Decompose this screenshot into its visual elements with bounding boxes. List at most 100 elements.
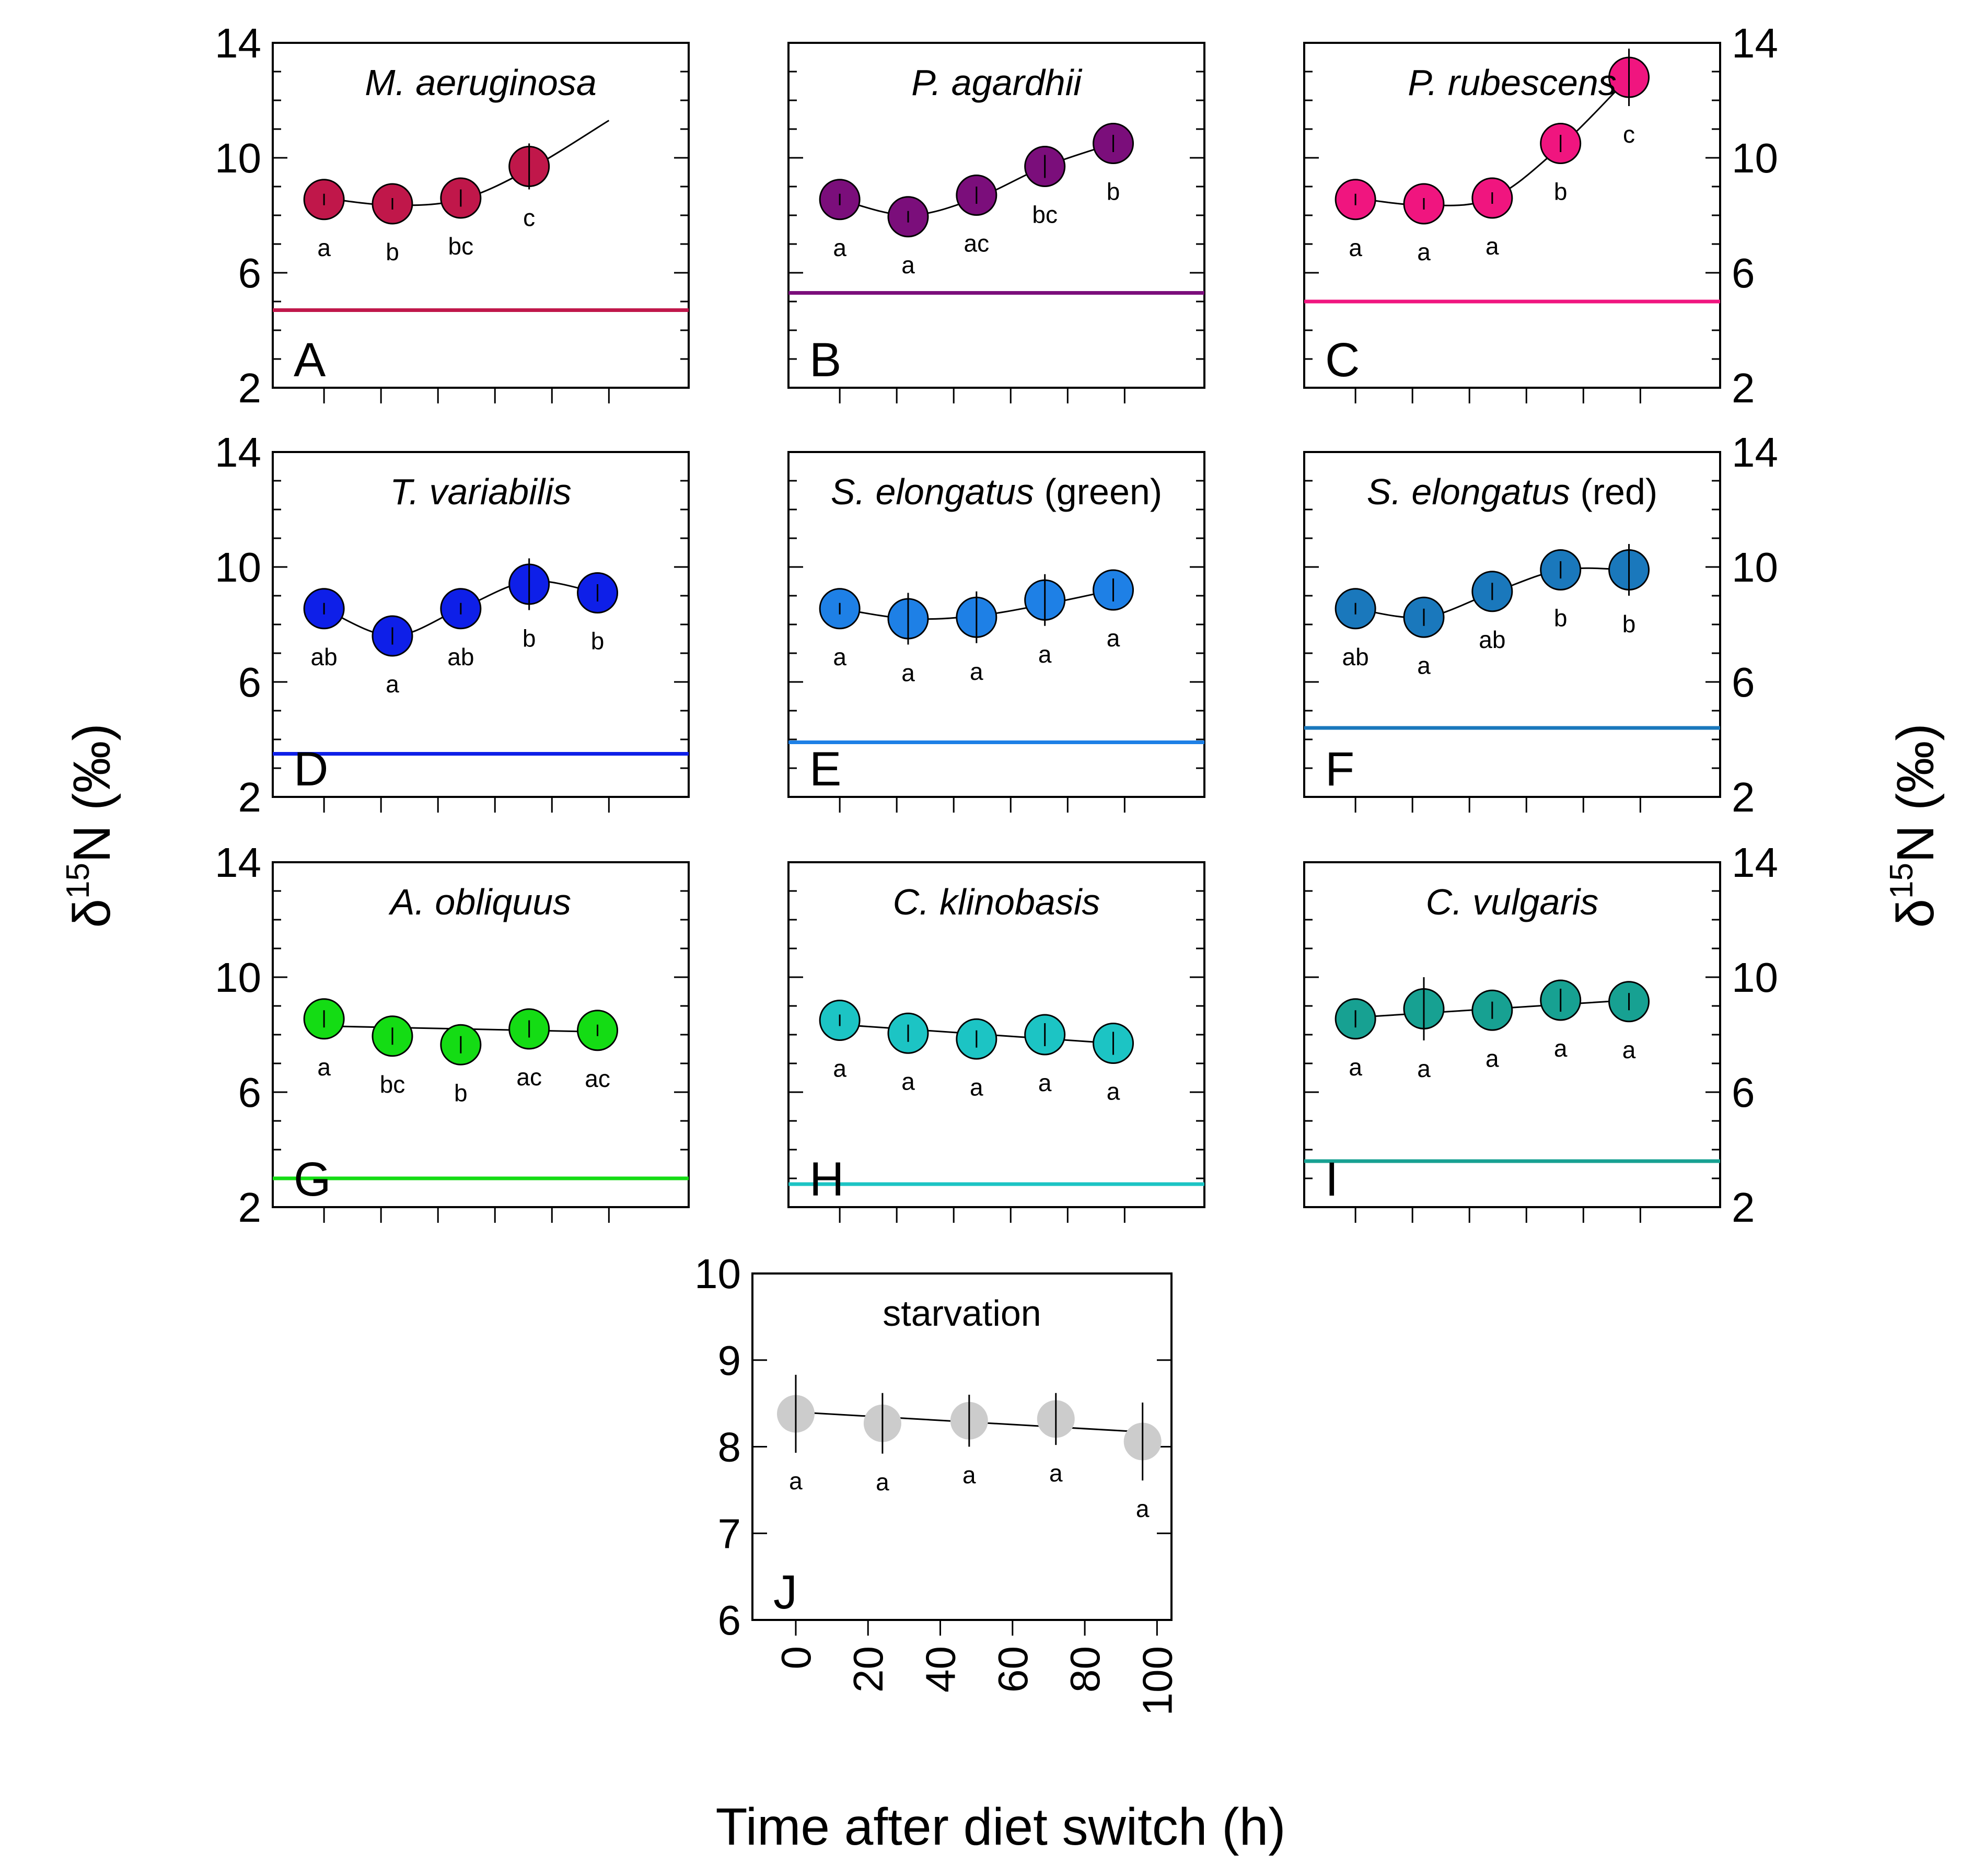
panel-title-species: M. aeruginosa bbox=[365, 62, 597, 103]
panel-I: 2 6 10 14 a a a a a C. vulgaris I bbox=[1303, 839, 1778, 1231]
significance-letter: bc bbox=[448, 233, 474, 260]
panel-title: T. variabilis bbox=[390, 471, 572, 512]
y-tick-label: 10 bbox=[1732, 954, 1778, 1001]
panel-C: 2 6 10 14 a a a b cP. rubescens C bbox=[1303, 20, 1778, 411]
significance-letter: ab bbox=[447, 643, 474, 670]
significance-letter: ac bbox=[964, 230, 990, 257]
y-tick-label: 10 bbox=[215, 135, 261, 181]
y-tick-label: 10 bbox=[694, 1250, 741, 1297]
panel-title-species: T. variabilis bbox=[390, 471, 572, 512]
y-tick-label: 2 bbox=[238, 774, 262, 820]
y-tick-label: 7 bbox=[718, 1510, 741, 1557]
y-tick-label: 10 bbox=[215, 954, 261, 1001]
panel-title: S. elongatus (red) bbox=[1367, 471, 1657, 512]
significance-letter: a bbox=[1049, 1460, 1063, 1487]
panel-title-species: P. rubescens bbox=[1408, 62, 1617, 103]
panel-title: M. aeruginosa bbox=[365, 62, 597, 103]
panel-letter: A bbox=[294, 333, 326, 387]
panel-letter: E bbox=[809, 743, 841, 796]
panel-title: P. agardhii bbox=[911, 62, 1083, 103]
y-axis-label-left: δ15N (‰) bbox=[60, 723, 121, 928]
panel-letter: I bbox=[1325, 1153, 1339, 1206]
y-tick-label: 8 bbox=[718, 1424, 741, 1470]
significance-letter: c bbox=[1623, 121, 1635, 148]
y-tick-label: 14 bbox=[215, 429, 261, 476]
x-tick-label: 0 bbox=[773, 1646, 819, 1670]
significance-letter: b bbox=[591, 628, 605, 655]
y-tick-label: 6 bbox=[1732, 1069, 1755, 1116]
panel-E: a a a a a S. elongatus (green) E bbox=[787, 451, 1205, 813]
panel-title: P. rubescens bbox=[1408, 62, 1617, 103]
x-tick-label: 100 bbox=[1134, 1646, 1180, 1716]
significance-letter: b bbox=[523, 625, 536, 652]
significance-letter: a bbox=[1107, 1078, 1120, 1105]
significance-letter: a bbox=[970, 1073, 983, 1101]
panel-title-species: C. vulgaris bbox=[1426, 882, 1599, 922]
significance-letter: b bbox=[454, 1079, 468, 1106]
y-tick-label: 14 bbox=[215, 839, 261, 886]
y-tick-label: 2 bbox=[1732, 774, 1755, 820]
significance-letter: a bbox=[1107, 624, 1120, 652]
panel-letter: B bbox=[809, 333, 841, 387]
panel-letter: G bbox=[294, 1153, 331, 1206]
significance-letter: a bbox=[1486, 233, 1499, 260]
y-tick-label: 2 bbox=[238, 1184, 262, 1231]
significance-letter: a bbox=[1417, 652, 1431, 679]
panel-title-species: S. elongatus bbox=[831, 471, 1034, 512]
significance-letter: c bbox=[523, 204, 535, 231]
significance-letter: a bbox=[386, 670, 399, 698]
significance-letter: a bbox=[789, 1467, 803, 1495]
y-tick-label: 10 bbox=[215, 544, 261, 590]
significance-letter: a bbox=[962, 1462, 976, 1489]
y-tick-label: 10 bbox=[1732, 544, 1778, 590]
significance-letter: ab bbox=[311, 643, 338, 670]
significance-letter: b bbox=[1622, 610, 1636, 638]
y-tick-label: 6 bbox=[1732, 250, 1755, 296]
x-tick-label: 80 bbox=[1062, 1646, 1108, 1693]
y-tick-label: 14 bbox=[1732, 20, 1778, 66]
y-tick-label: 9 bbox=[718, 1337, 741, 1384]
panel-letter: H bbox=[809, 1153, 844, 1206]
significance-letter: a bbox=[317, 1053, 331, 1081]
significance-letter: a bbox=[1622, 1036, 1636, 1063]
panel-A: 2 6 10 14 a b bc c M. aeruginosa A bbox=[215, 20, 690, 411]
panel-D: 2 6 10 14 ab a ab b b T. variabilis D bbox=[215, 429, 690, 820]
significance-letter: a bbox=[833, 643, 846, 670]
panel-G: 2 6 10 14 a bc b ac ac A. obliquus G bbox=[215, 839, 690, 1231]
significance-letter: a bbox=[1349, 1053, 1362, 1081]
panel-title-species: C. klinobasis bbox=[893, 882, 1100, 922]
panel-title-qualifier: starvation bbox=[883, 1293, 1041, 1334]
y-tick-label: 14 bbox=[215, 20, 261, 66]
y-tick-label: 6 bbox=[238, 659, 262, 705]
significance-letter: a bbox=[901, 659, 915, 687]
significance-letter: ac bbox=[585, 1065, 610, 1092]
y-tick-label: 6 bbox=[238, 1069, 262, 1116]
significance-letter: ab bbox=[1342, 643, 1369, 670]
significance-letter: a bbox=[833, 1055, 846, 1082]
significance-letter: a bbox=[1486, 1045, 1499, 1072]
panel-title-qualifier: (green) bbox=[1034, 471, 1162, 512]
panel-title-qualifier: (red) bbox=[1570, 471, 1657, 512]
significance-letter: ac bbox=[516, 1063, 542, 1091]
x-tick-label: 60 bbox=[990, 1646, 1036, 1693]
panel-letter: C bbox=[1325, 333, 1360, 387]
panel-title-species: P. agardhii bbox=[911, 62, 1083, 103]
y-tick-label: 6 bbox=[1732, 659, 1755, 705]
panel-title: C. vulgaris bbox=[1426, 882, 1599, 922]
y-tick-label: 10 bbox=[1732, 135, 1778, 181]
panel-title-species: S. elongatus bbox=[1367, 471, 1570, 512]
y-tick-label: 14 bbox=[1732, 429, 1778, 476]
panel-title: S. elongatus (green) bbox=[831, 471, 1162, 512]
panel-letter: J bbox=[773, 1566, 797, 1619]
panel-B: a a ac bc b P. agardhii B bbox=[787, 42, 1205, 403]
significance-letter: a bbox=[901, 1068, 915, 1095]
panel-title: A. obliquus bbox=[388, 882, 571, 922]
panel-F: 2 6 10 14 ab a ab b b S. elongatus (red) F bbox=[1303, 429, 1778, 820]
significance-letter: a bbox=[901, 251, 915, 279]
panel-letter: D bbox=[294, 743, 328, 796]
panel-title: starvation bbox=[883, 1293, 1041, 1334]
x-tick-label: 40 bbox=[918, 1646, 964, 1693]
significance-letter: ab bbox=[1479, 626, 1505, 653]
significance-letter: a bbox=[1038, 641, 1052, 668]
